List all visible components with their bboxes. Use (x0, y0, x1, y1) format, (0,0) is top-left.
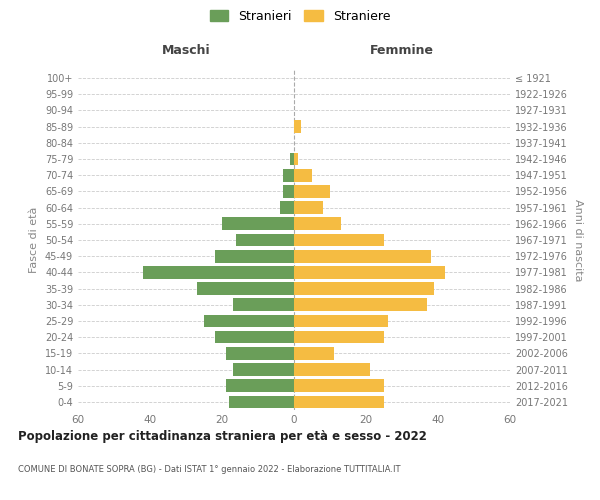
Bar (290, 152, 294, 166)
Bar (229, 396, 294, 408)
Bar (143, 266, 294, 278)
Text: Maschi: Maschi (161, 44, 211, 58)
Bar (294, 169, 312, 181)
Bar (294, 347, 334, 360)
Bar (215, 250, 294, 262)
Y-axis label: Fasce di età: Fasce di età (29, 207, 39, 273)
Bar (204, 314, 294, 328)
Bar (294, 202, 323, 214)
Bar (294, 282, 434, 295)
Bar (294, 396, 384, 408)
Bar (294, 185, 330, 198)
Bar (233, 363, 294, 376)
Bar (222, 218, 294, 230)
Bar (280, 202, 294, 214)
Bar (294, 331, 384, 344)
Bar (294, 152, 298, 166)
Text: Popolazione per cittadinanza straniera per età e sesso - 2022: Popolazione per cittadinanza straniera p… (18, 430, 427, 443)
Bar (294, 120, 301, 133)
Bar (294, 380, 384, 392)
Bar (226, 380, 294, 392)
Bar (294, 234, 384, 246)
Legend: Stranieri, Straniere: Stranieri, Straniere (206, 6, 394, 26)
Text: Femmine: Femmine (370, 44, 434, 58)
Bar (283, 185, 294, 198)
Bar (226, 347, 294, 360)
Bar (294, 314, 388, 328)
Bar (294, 250, 431, 262)
Bar (283, 169, 294, 181)
Bar (294, 363, 370, 376)
Bar (294, 298, 427, 311)
Bar (215, 331, 294, 344)
Bar (233, 298, 294, 311)
Bar (236, 234, 294, 246)
Bar (294, 266, 445, 278)
Y-axis label: Anni di nascita: Anni di nascita (574, 198, 583, 281)
Bar (197, 282, 294, 295)
Text: COMUNE DI BONATE SOPRA (BG) - Dati ISTAT 1° gennaio 2022 - Elaborazione TUTTITAL: COMUNE DI BONATE SOPRA (BG) - Dati ISTAT… (18, 465, 401, 474)
Bar (294, 218, 341, 230)
